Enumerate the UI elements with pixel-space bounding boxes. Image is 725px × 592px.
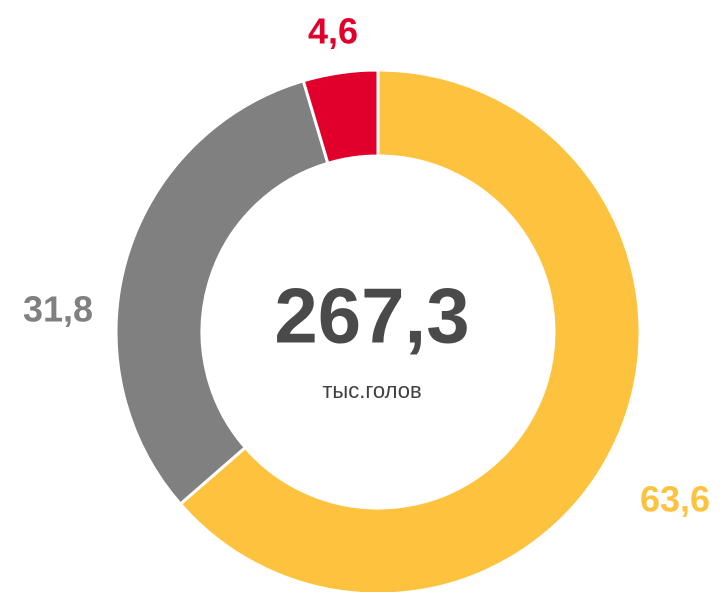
donut-segment [178,68,642,592]
segment-label: 63,6 [640,479,710,520]
segment-label: 31,8 [23,289,93,330]
center-unit: тыс.голов [322,378,421,403]
center-total: 267,3 [274,272,469,360]
segment-label: 4,6 [308,11,358,52]
donut-segment [301,68,380,166]
donut-segment [114,79,330,507]
